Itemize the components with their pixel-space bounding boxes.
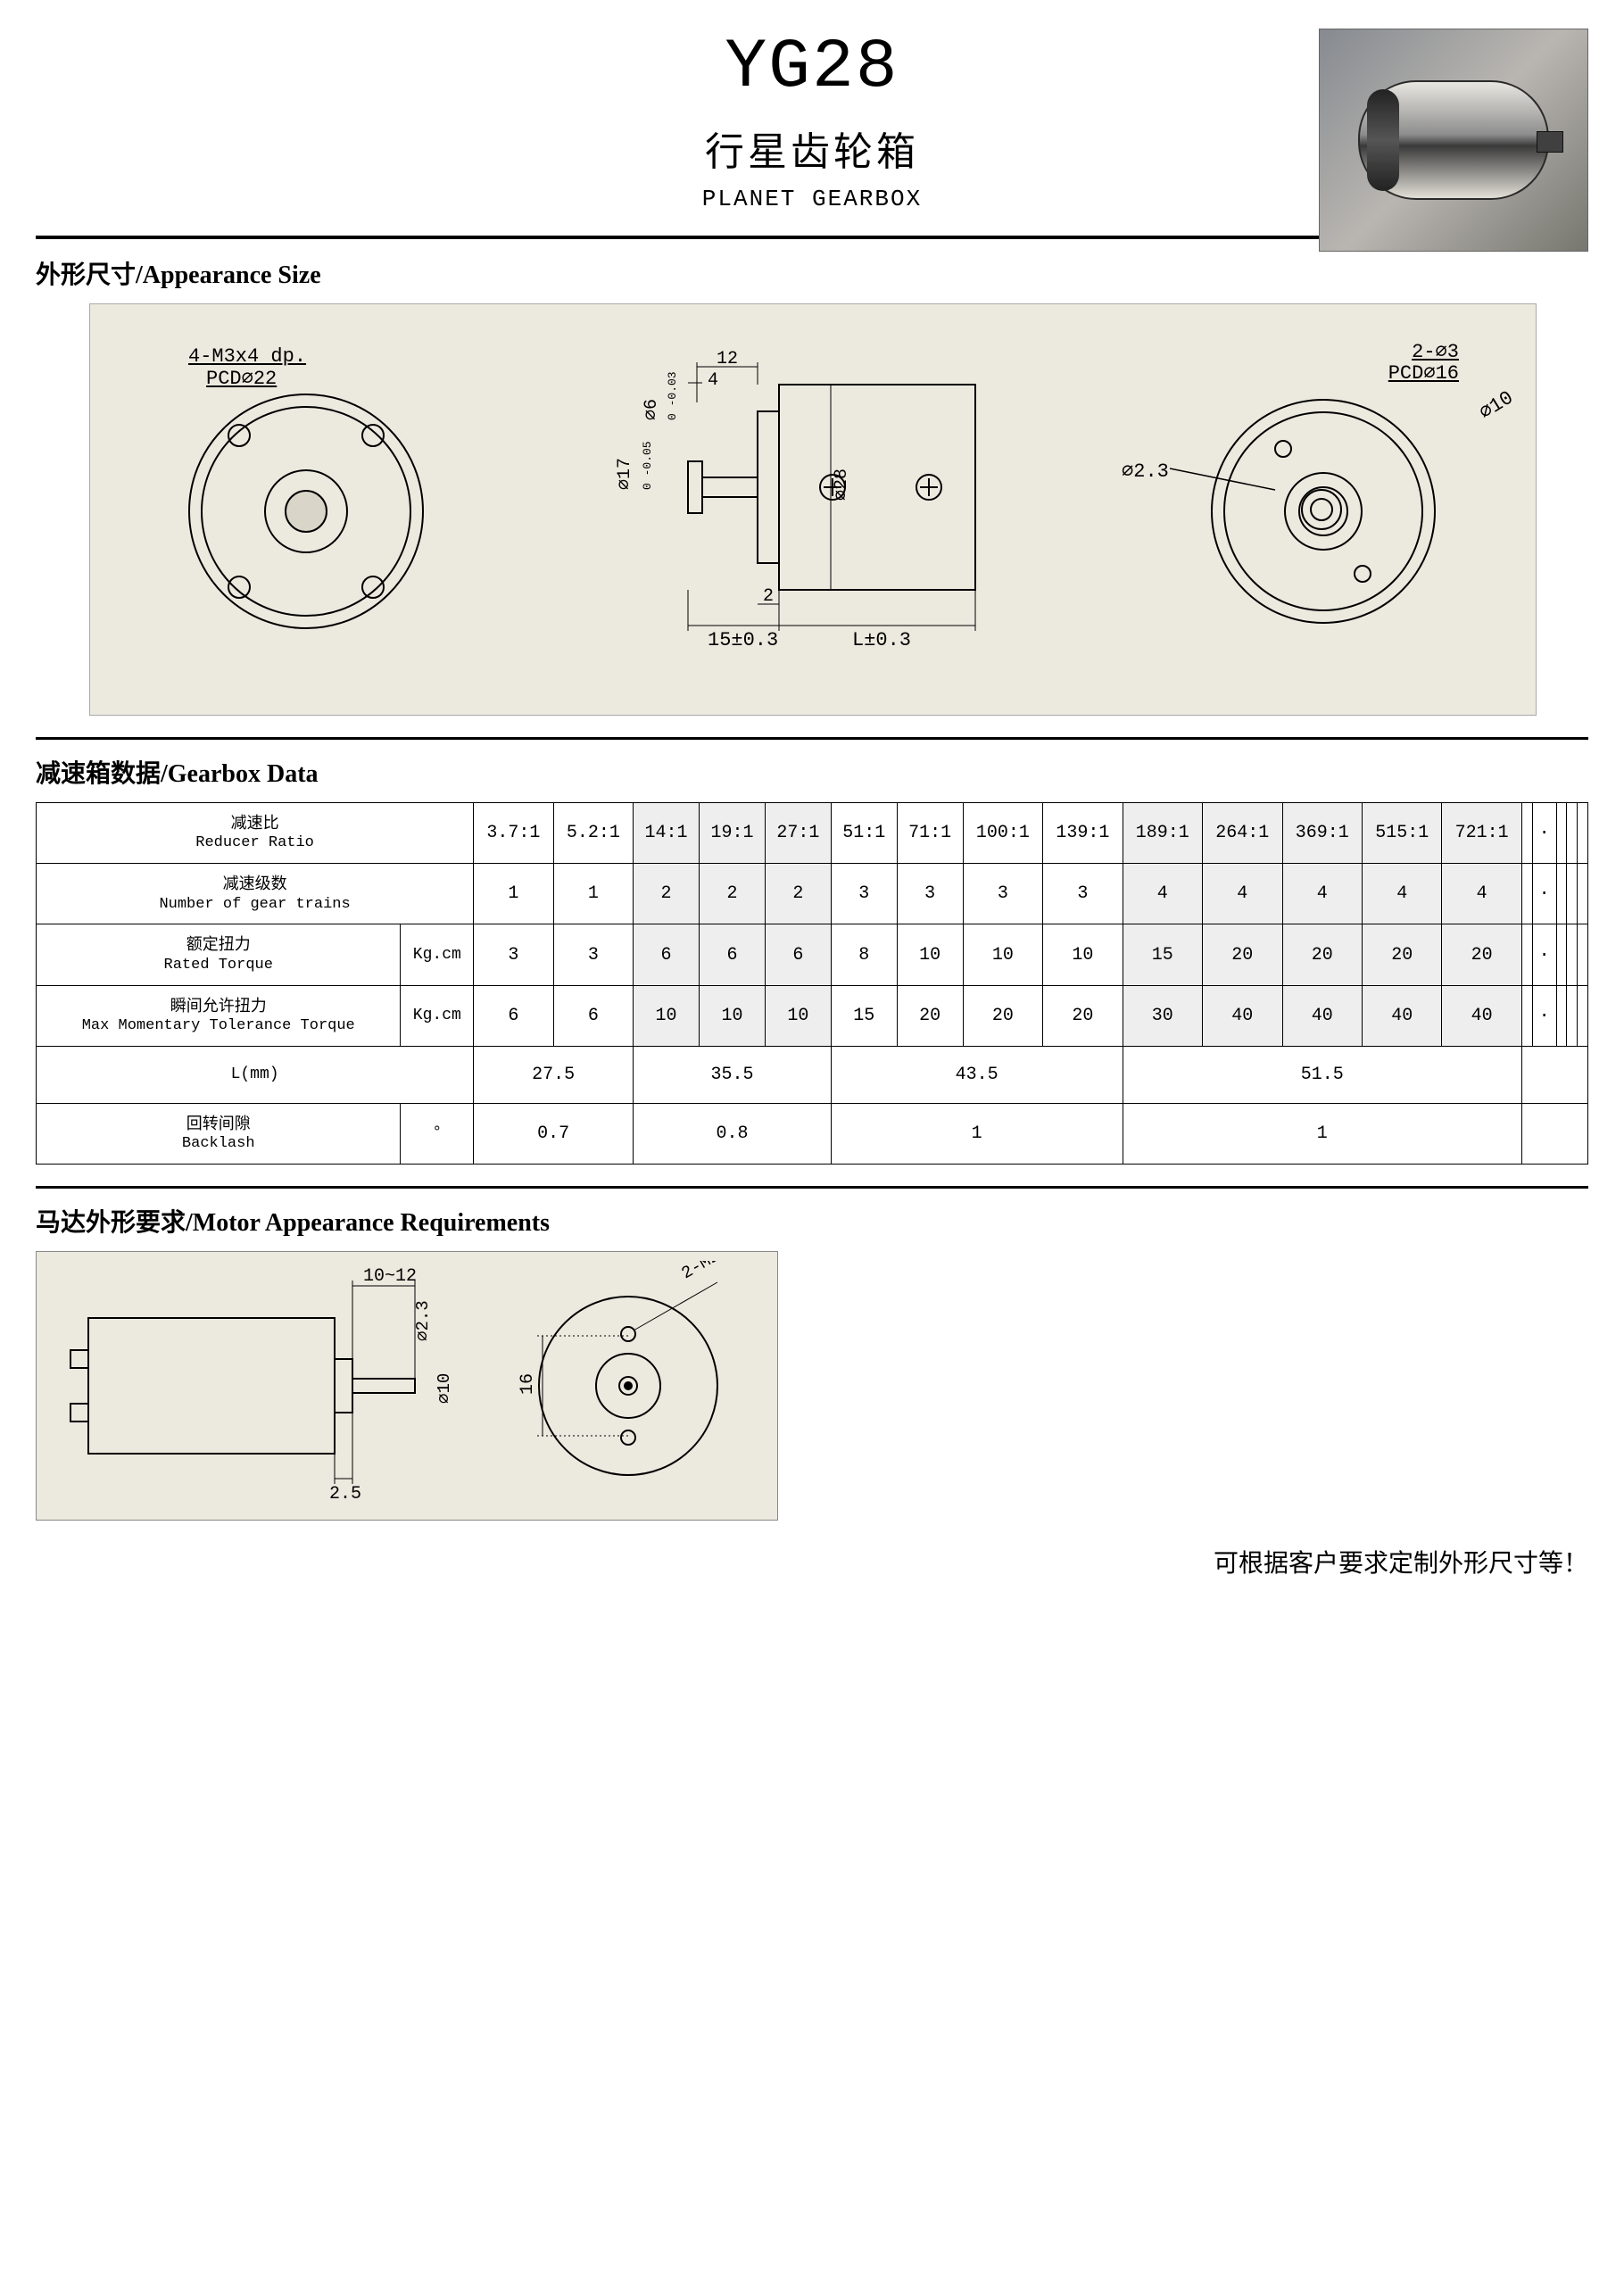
product-photo — [1319, 29, 1588, 252]
section-gearbox-title: 减速箱数据/Gearbox Data — [36, 754, 1588, 790]
dim-d28: ⌀28 — [832, 468, 852, 501]
front-label-bot: PCD⌀22 — [206, 367, 277, 390]
side-view: 12 4 ⌀28 15±0.3 L±0.3 2 ⌀17 ⌀6 0 -0.05 0… — [599, 358, 1027, 661]
footnote: 可根据客户要求定制外形尺寸等！ — [36, 1544, 1588, 1579]
front-label-top: 4-M3x4 dp. — [188, 345, 306, 368]
table-row: 减速比Reducer Ratio3.7:15.2:114:119:127:151… — [37, 803, 1588, 864]
rear-d23: ⌀2.3 — [1122, 460, 1169, 483]
m-d10: ⌀10 — [435, 1373, 454, 1404]
divider — [36, 737, 1588, 740]
gearbox-icon — [1358, 80, 1549, 200]
m-d23: ⌀2.3 — [413, 1301, 433, 1342]
table-row: 减速级数Number of gear trains11222333344444· — [37, 864, 1588, 924]
motor-rear-view: 16 2-M2.6 — [494, 1261, 762, 1511]
m-bot: 2.5 — [329, 1484, 361, 1504]
motor-side-view: 10~12 ⌀2.3 ⌀10 2.5 — [53, 1261, 463, 1511]
dim-4: 4 — [708, 370, 718, 391]
motor-drawing: 10~12 ⌀2.3 ⌀10 2.5 16 2-M2.6 — [36, 1251, 778, 1521]
dim-d6: ⌀6 — [642, 399, 662, 420]
dim-15: 15±0.3 — [708, 629, 778, 651]
table-row: L(mm)27.535.543.551.5 — [37, 1046, 1588, 1103]
dim-L: L±0.3 — [852, 629, 911, 651]
m-top: 10~12 — [363, 1266, 417, 1287]
rear-d10: ⌀10 — [1475, 385, 1517, 424]
section-appearance-title: 外形尺寸/Appearance Size — [36, 255, 1588, 291]
dim-2: 2 — [763, 586, 774, 607]
rear-view: 2-⌀3 PCD⌀16 ⌀10 ⌀2.3 — [1188, 376, 1455, 643]
dim-d17: ⌀17 — [615, 458, 635, 490]
front-view: 4-M3x4 dp. PCD⌀22 — [170, 376, 438, 643]
table-row: 额定扭力Rated TorqueKg.cm3366681010101520202… — [37, 924, 1588, 985]
appearance-drawing: 4-M3x4 dp. PCD⌀22 12 — [89, 303, 1537, 716]
dim-d17-tol: 0 -0.05 — [641, 441, 654, 490]
header: YG28 行星齿轮箱 PLANET GEARBOX — [36, 29, 1588, 228]
gearbox-table: 减速比Reducer Ratio3.7:15.2:114:119:127:151… — [36, 802, 1588, 1165]
divider — [36, 1186, 1588, 1189]
rear-top2: PCD⌀16 — [1388, 361, 1459, 385]
table-row: 回转间隙Backlash°0.70.811 — [37, 1103, 1588, 1164]
m-16: 16 — [518, 1373, 538, 1395]
dim-d6-tol: 0 -0.03 — [666, 371, 679, 420]
section-motor-title: 马达外形要求/Motor Appearance Requirements — [36, 1203, 1588, 1239]
table-row: 瞬间允许扭力Max Momentary Tolerance TorqueKg.c… — [37, 985, 1588, 1046]
rear-top1: 2-⌀3 — [1412, 340, 1459, 363]
m-2m26: 2-M2.6 — [678, 1261, 741, 1283]
dim-12: 12 — [717, 349, 738, 369]
